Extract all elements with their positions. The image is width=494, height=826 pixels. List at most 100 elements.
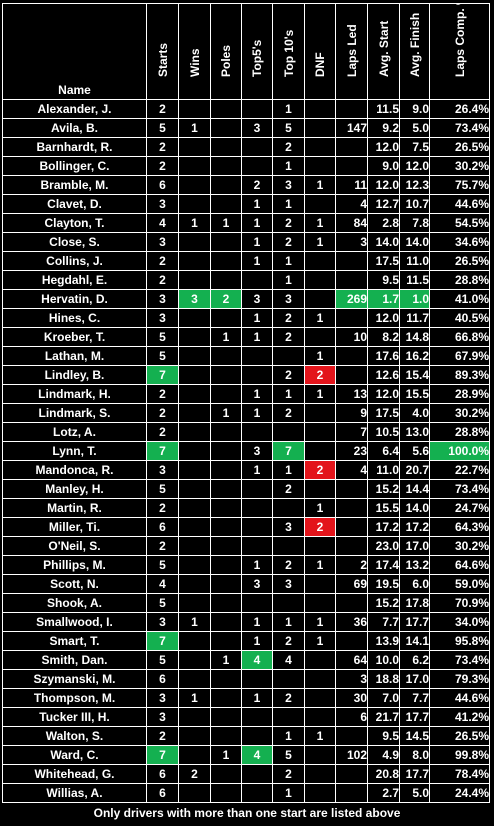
cell-top5: 1 bbox=[241, 688, 273, 708]
cell-top5: 3 bbox=[241, 289, 273, 309]
cell-avg-finish: 17.0 bbox=[399, 536, 430, 556]
cell-avg-finish: 15.4 bbox=[399, 365, 430, 385]
cell-avg-start: 1.7 bbox=[367, 289, 400, 309]
cell-laps-comp: 75.7% bbox=[429, 175, 490, 195]
cell-poles bbox=[210, 783, 242, 803]
cell-top10: 2 bbox=[272, 137, 305, 157]
cell-laps-comp: 28.9% bbox=[429, 384, 490, 404]
cell-laps-led bbox=[335, 517, 368, 537]
cell-name: Ward, C. bbox=[2, 745, 147, 765]
header-laps-led: Laps Led bbox=[335, 3, 368, 100]
cell-avg-start: 10.5 bbox=[367, 422, 400, 442]
cell-top10: 4 bbox=[272, 650, 305, 670]
cell-poles: 1 bbox=[210, 403, 242, 423]
cell-name: Manley, H. bbox=[2, 479, 147, 499]
cell-poles: 2 bbox=[210, 289, 242, 309]
cell-wins bbox=[178, 384, 211, 404]
cell-avg-finish: 17.0 bbox=[399, 669, 430, 689]
table-row: Hegdahl, E. 2 1 9.5 11.5 28.8% bbox=[2, 270, 490, 290]
cell-starts: 3 bbox=[146, 688, 179, 708]
header-top10: Top 10's bbox=[272, 3, 305, 100]
cell-laps-led bbox=[335, 536, 368, 556]
cell-wins: 3 bbox=[178, 289, 211, 309]
cell-dnf bbox=[304, 137, 336, 157]
cell-top5: 1 bbox=[241, 631, 273, 651]
cell-starts: 2 bbox=[146, 270, 179, 290]
cell-laps-led: 9 bbox=[335, 403, 368, 423]
cell-dnf: 1 bbox=[304, 346, 336, 366]
cell-laps-led: 6 bbox=[335, 707, 368, 727]
cell-avg-finish: 14.1 bbox=[399, 631, 430, 651]
cell-laps-comp: 40.5% bbox=[429, 308, 490, 328]
cell-laps-comp: 99.8% bbox=[429, 745, 490, 765]
cell-avg-finish: 16.2 bbox=[399, 346, 430, 366]
cell-top10: 2 bbox=[272, 327, 305, 347]
cell-avg-start: 2.7 bbox=[367, 783, 400, 803]
cell-laps-comp: 70.9% bbox=[429, 593, 490, 613]
cell-wins bbox=[178, 175, 211, 195]
cell-wins bbox=[178, 346, 211, 366]
cell-dnf bbox=[304, 99, 336, 119]
cell-avg-finish: 8.0 bbox=[399, 745, 430, 765]
cell-wins bbox=[178, 650, 211, 670]
cell-starts: 3 bbox=[146, 707, 179, 727]
cell-top10: 1 bbox=[272, 783, 305, 803]
cell-top10: 3 bbox=[272, 289, 305, 309]
cell-laps-led: 11 bbox=[335, 175, 368, 195]
cell-avg-start: 4.9 bbox=[367, 745, 400, 765]
cell-laps-led bbox=[335, 137, 368, 157]
cell-poles bbox=[210, 631, 242, 651]
cell-laps-led bbox=[335, 346, 368, 366]
cell-wins: 1 bbox=[178, 612, 211, 632]
table-row: Clayton, T. 4 1 1 1 2 1 84 2.8 7.8 54.5% bbox=[2, 213, 490, 233]
cell-top5: 1 bbox=[241, 308, 273, 328]
cell-starts: 5 bbox=[146, 327, 179, 347]
cell-starts: 2 bbox=[146, 536, 179, 556]
cell-top5 bbox=[241, 479, 273, 499]
cell-laps-led bbox=[335, 726, 368, 746]
cell-laps-led: 10 bbox=[335, 327, 368, 347]
cell-name: Alexander, J. bbox=[2, 99, 147, 119]
cell-top10: 1 bbox=[272, 156, 305, 176]
cell-avg-finish: 6.0 bbox=[399, 574, 430, 594]
cell-top10: 1 bbox=[272, 251, 305, 271]
cell-wins bbox=[178, 555, 211, 575]
cell-avg-finish: 7.8 bbox=[399, 213, 430, 233]
cell-starts: 4 bbox=[146, 574, 179, 594]
cell-laps-comp: 100.0% bbox=[429, 441, 490, 461]
cell-dnf bbox=[304, 669, 336, 689]
cell-laps-led bbox=[335, 783, 368, 803]
cell-top5: 3 bbox=[241, 574, 273, 594]
cell-poles: 1 bbox=[210, 327, 242, 347]
cell-starts: 5 bbox=[146, 118, 179, 138]
cell-name: Mandonca, R. bbox=[2, 460, 147, 480]
cell-top10: 7 bbox=[272, 441, 305, 461]
cell-top10: 1 bbox=[272, 726, 305, 746]
table-row: O'Neil, S. 2 23.0 17.0 30.2% bbox=[2, 536, 490, 556]
cell-top10: 5 bbox=[272, 745, 305, 765]
cell-laps-comp: 44.6% bbox=[429, 194, 490, 214]
cell-name: Smallwood, I. bbox=[2, 612, 147, 632]
cell-wins bbox=[178, 441, 211, 461]
cell-wins bbox=[178, 327, 211, 347]
cell-poles bbox=[210, 156, 242, 176]
table-row: Smart, T. 7 1 2 1 13.9 14.1 95.8% bbox=[2, 631, 490, 651]
header-dnf: DNF bbox=[304, 3, 336, 100]
cell-avg-finish: 10.7 bbox=[399, 194, 430, 214]
cell-top5: 1 bbox=[241, 232, 273, 252]
cell-poles bbox=[210, 707, 242, 727]
cell-wins bbox=[178, 422, 211, 442]
cell-starts: 7 bbox=[146, 365, 179, 385]
cell-name: Barnhardt, R. bbox=[2, 137, 147, 157]
cell-wins bbox=[178, 194, 211, 214]
cell-avg-finish: 9.0 bbox=[399, 99, 430, 119]
cell-top10: 3 bbox=[272, 574, 305, 594]
cell-name: Clayton, T. bbox=[2, 213, 147, 233]
cell-top10 bbox=[272, 536, 305, 556]
cell-name: Szymanski, M. bbox=[2, 669, 147, 689]
cell-name: Collins, J. bbox=[2, 251, 147, 271]
cell-avg-start: 13.9 bbox=[367, 631, 400, 651]
cell-name: Smart, T. bbox=[2, 631, 147, 651]
table-row: Lindley, B. 7 2 2 12.6 15.4 89.3% bbox=[2, 365, 490, 385]
cell-dnf bbox=[304, 422, 336, 442]
